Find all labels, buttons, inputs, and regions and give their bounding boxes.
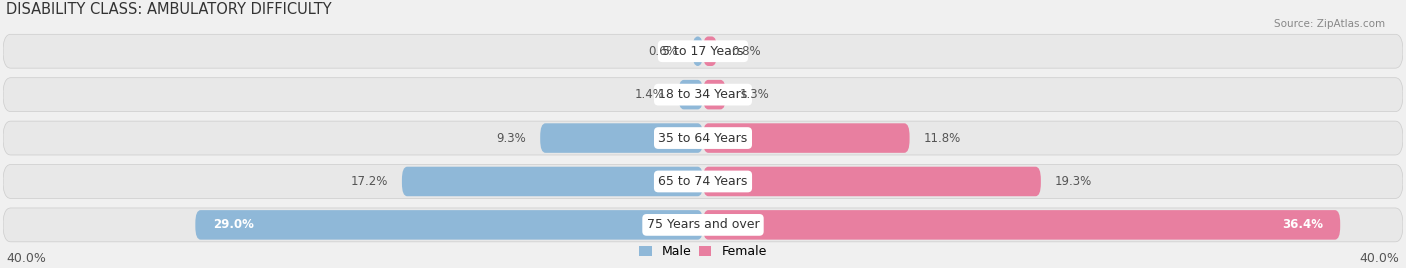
FancyBboxPatch shape bbox=[703, 36, 717, 66]
Text: 1.3%: 1.3% bbox=[740, 88, 769, 101]
FancyBboxPatch shape bbox=[693, 36, 703, 66]
Text: Source: ZipAtlas.com: Source: ZipAtlas.com bbox=[1274, 19, 1385, 29]
Text: 40.0%: 40.0% bbox=[1360, 252, 1400, 265]
Text: DISABILITY CLASS: AMBULATORY DIFFICULTY: DISABILITY CLASS: AMBULATORY DIFFICULTY bbox=[6, 2, 332, 17]
Legend: Male, Female: Male, Female bbox=[634, 240, 772, 263]
FancyBboxPatch shape bbox=[195, 210, 703, 240]
Text: 18 to 34 Years: 18 to 34 Years bbox=[658, 88, 748, 101]
Text: 75 Years and over: 75 Years and over bbox=[647, 218, 759, 231]
Text: 65 to 74 Years: 65 to 74 Years bbox=[658, 175, 748, 188]
FancyBboxPatch shape bbox=[3, 34, 1403, 68]
Text: 35 to 64 Years: 35 to 64 Years bbox=[658, 132, 748, 144]
FancyBboxPatch shape bbox=[540, 123, 703, 153]
Text: 1.4%: 1.4% bbox=[634, 88, 665, 101]
Text: 17.2%: 17.2% bbox=[350, 175, 388, 188]
Text: 11.8%: 11.8% bbox=[924, 132, 960, 144]
Text: 40.0%: 40.0% bbox=[6, 252, 46, 265]
Text: 19.3%: 19.3% bbox=[1054, 175, 1092, 188]
FancyBboxPatch shape bbox=[402, 167, 703, 196]
FancyBboxPatch shape bbox=[3, 208, 1403, 242]
FancyBboxPatch shape bbox=[703, 80, 725, 109]
FancyBboxPatch shape bbox=[703, 123, 910, 153]
Text: 0.6%: 0.6% bbox=[648, 45, 679, 58]
Text: 29.0%: 29.0% bbox=[212, 218, 253, 231]
Text: 0.8%: 0.8% bbox=[731, 45, 761, 58]
Text: 5 to 17 Years: 5 to 17 Years bbox=[662, 45, 744, 58]
Text: 9.3%: 9.3% bbox=[496, 132, 526, 144]
Text: 36.4%: 36.4% bbox=[1282, 218, 1323, 231]
FancyBboxPatch shape bbox=[3, 78, 1403, 111]
FancyBboxPatch shape bbox=[703, 210, 1340, 240]
FancyBboxPatch shape bbox=[3, 121, 1403, 155]
FancyBboxPatch shape bbox=[703, 167, 1040, 196]
FancyBboxPatch shape bbox=[3, 165, 1403, 198]
FancyBboxPatch shape bbox=[679, 80, 703, 109]
